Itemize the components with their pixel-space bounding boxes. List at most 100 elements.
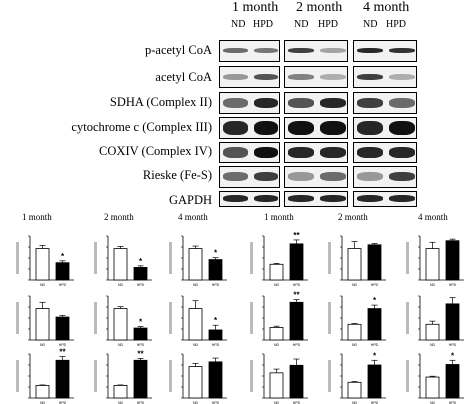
blot-band (288, 120, 314, 135)
bar-chart: ND HPD * (169, 295, 227, 347)
significance-marker: ** (293, 231, 300, 240)
bar-nd (188, 308, 203, 341)
blot-band (357, 172, 383, 181)
graph-column-title: 4 month (418, 212, 448, 222)
bar-nd (425, 323, 440, 341)
y-axis-label (406, 360, 409, 392)
blot-panel (353, 92, 417, 114)
category-label: HPD (371, 401, 379, 404)
bar-hpd (367, 244, 382, 281)
blot-panel (219, 142, 280, 163)
y-axis-label (328, 302, 331, 334)
blot-band (223, 146, 248, 158)
category-label: HPD (59, 401, 67, 404)
bar-nd (269, 327, 284, 341)
blot-band (223, 97, 248, 108)
blot-band (357, 97, 383, 108)
category-label: HPD (137, 401, 145, 404)
blot-band (320, 73, 346, 80)
blot-band (389, 195, 415, 202)
y-axis-label (169, 242, 172, 274)
y-axis-label (328, 242, 331, 274)
bar-hpd (367, 308, 382, 341)
bar-hpd (133, 267, 148, 281)
category-label: ND (274, 343, 280, 347)
lane-label-hpd-1: HPD (253, 19, 274, 30)
category-label: ND (193, 401, 199, 404)
blot-band (320, 48, 346, 53)
graph-column-title: 4 month (178, 212, 208, 222)
bar-hpd (445, 303, 460, 341)
blot-band (389, 172, 415, 181)
category-label: HPD (59, 343, 67, 347)
blot-label-rieske: Rieske (Fe-S) (142, 168, 212, 182)
category-label: ND (352, 283, 358, 287)
category-label: ND (193, 343, 199, 347)
blot-label-cytochrome-c: cytochrome c (Complex III) (71, 120, 212, 134)
y-axis-label (16, 360, 19, 392)
y-axis-label (16, 242, 19, 274)
blot-month-2: 2 month (296, 0, 343, 15)
bar-chart: ND HPD (250, 353, 308, 404)
y-axis-label (406, 302, 409, 334)
bar-hpd (289, 364, 304, 399)
blot-month-1: 1 month (232, 0, 279, 15)
bar-hpd (445, 364, 460, 399)
blot-panel (219, 166, 280, 188)
lane-label-hpd-2: HPD (318, 19, 339, 30)
blot-band (288, 48, 314, 53)
category-label: HPD (137, 343, 145, 347)
blot-band (320, 172, 346, 181)
significance-marker: * (214, 316, 218, 325)
blot-panel (219, 40, 280, 62)
bar-hpd (208, 259, 223, 281)
blot-panel (353, 191, 417, 207)
y-axis-label (250, 360, 253, 392)
graph-column-title: 1 month (264, 212, 294, 222)
blot-panel (284, 142, 348, 163)
bar-chart: ND HPD ** (94, 349, 152, 404)
blot-band (288, 97, 314, 108)
bar-nd (269, 263, 284, 281)
category-label: ND (40, 283, 46, 287)
bar-chart: ND HPD (169, 353, 227, 404)
blot-band (253, 172, 278, 181)
category-label: HPD (371, 343, 379, 347)
bar-hpd (289, 243, 304, 281)
bar-hpd (445, 240, 460, 281)
graph-column-title: 2 month (338, 212, 368, 222)
blot-band (288, 146, 314, 158)
blot-band (253, 146, 278, 158)
y-axis-label (16, 302, 19, 334)
y-axis-label (169, 360, 172, 392)
bar-chart: ND HPD (406, 235, 464, 287)
blot-label-gapdh: GAPDH (168, 193, 212, 207)
blot-band (288, 73, 314, 80)
bar-chart: ND HPD * (406, 351, 464, 404)
blot-band (357, 48, 383, 53)
bar-hpd (133, 359, 148, 399)
category-label: HPD (212, 283, 220, 287)
category-label: HPD (371, 283, 379, 287)
category-label: ND (430, 343, 436, 347)
blot-band (223, 48, 248, 53)
y-axis-label (250, 242, 253, 274)
category-label: ND (430, 401, 436, 404)
y-axis-label (94, 302, 97, 334)
category-label: ND (274, 283, 280, 287)
category-label: HPD (449, 283, 457, 287)
blot-panel (353, 66, 417, 88)
bar-nd (113, 385, 128, 399)
category-label: ND (118, 343, 124, 347)
bar-hpd (55, 262, 70, 281)
category-label: ND (40, 343, 46, 347)
bar-nd (35, 308, 50, 341)
category-label: HPD (449, 343, 457, 347)
blot-band (223, 172, 248, 181)
blot-label-p-acetyl-coa: p-acetyl CoA (145, 43, 212, 57)
blot-band (253, 73, 278, 80)
blot-band (389, 120, 415, 135)
category-label: HPD (59, 283, 67, 287)
category-label: ND (352, 343, 358, 347)
